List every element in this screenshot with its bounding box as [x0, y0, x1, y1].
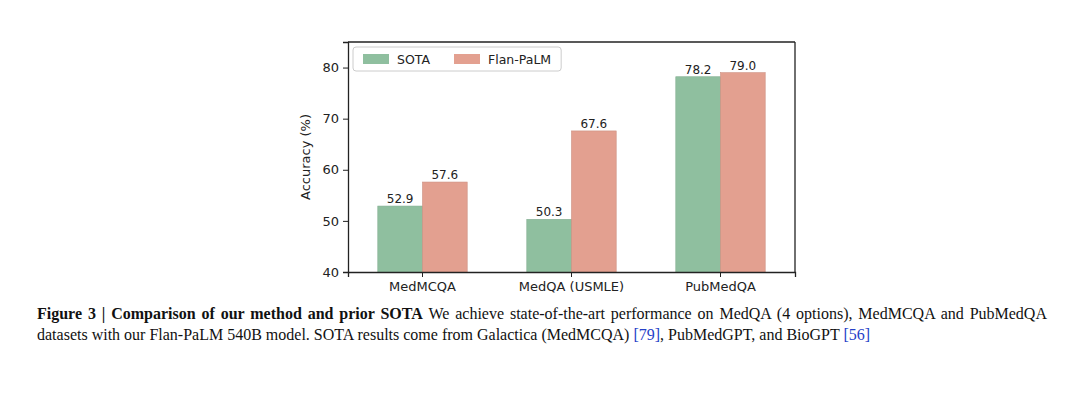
x-axis: MedMCQA MedQA (USMLE) PubMedQA — [349, 272, 796, 294]
y-tick-label: 50 — [322, 214, 339, 229]
data-label: 78.2 — [685, 63, 712, 77]
y-tick: 50 — [322, 214, 348, 229]
y-tick-label: 60 — [322, 162, 339, 177]
legend-swatch — [454, 54, 480, 64]
x-tick: MedQA (USMLE) — [519, 272, 624, 294]
y-tick-label: 70 — [322, 111, 339, 126]
legend: SOTA Flan-PaLM — [353, 47, 561, 71]
legend-label: SOTA — [397, 52, 430, 67]
x-tick-label: PubMedQA — [685, 279, 756, 294]
legend-swatch — [363, 54, 389, 64]
bar — [676, 77, 721, 272]
legend-box — [353, 47, 561, 71]
bars — [378, 73, 765, 272]
x-tick: MedMCQA — [389, 272, 456, 294]
y-tick: 60 — [322, 162, 348, 177]
y-tick: 80 — [322, 60, 348, 75]
data-labels: 52.9 50.3 78.2 57.6 67.6 79.0 — [387, 59, 756, 220]
x-tick-label: MedMCQA — [389, 279, 456, 294]
bar — [527, 219, 572, 272]
bar — [378, 206, 423, 272]
y-tick-label: 80 — [322, 60, 339, 75]
y-tick-mark — [343, 119, 348, 120]
y-tick: 40 — [322, 265, 348, 280]
y-tick: 70 — [322, 111, 348, 126]
y-tick-mark — [343, 68, 348, 69]
x-tick-mark — [422, 272, 423, 277]
y-axis-line — [343, 43, 349, 273]
y-tick-mark — [343, 170, 348, 171]
y-axis-title: Accuracy (%) — [298, 114, 313, 200]
x-tick-mark — [720, 272, 721, 277]
caption: Figure 3 | Comparison of our method and … — [37, 303, 1047, 345]
bar — [423, 182, 468, 272]
data-label: 50.3 — [536, 205, 563, 219]
chart: 52.9 50.3 78.2 57.6 67.6 79.0 40 50 60 70 80 MedMCQ… — [0, 0, 1080, 398]
y-tick-label: 40 — [322, 265, 339, 280]
frame-right — [794, 42, 795, 272]
bar — [721, 73, 766, 272]
x-tick-label: MedQA (USMLE) — [519, 279, 624, 294]
caption-title: Figure 3 | Comparison of our method and … — [37, 305, 423, 322]
y-tick-mark — [343, 272, 348, 273]
x-tick: PubMedQA — [685, 272, 756, 294]
frame-top — [348, 41, 795, 42]
data-label: 52.9 — [387, 192, 414, 206]
x-tick-mark — [571, 272, 572, 277]
bar — [572, 131, 617, 272]
legend-label: Flan-PaLM — [488, 52, 551, 67]
data-label: 57.6 — [431, 168, 458, 182]
y-tick-mark — [343, 221, 348, 222]
y-axis: 40 50 60 70 80 — [322, 43, 348, 280]
data-label: 67.6 — [580, 117, 607, 131]
x-axis-line — [349, 273, 796, 278]
data-label: 79.0 — [729, 59, 756, 73]
